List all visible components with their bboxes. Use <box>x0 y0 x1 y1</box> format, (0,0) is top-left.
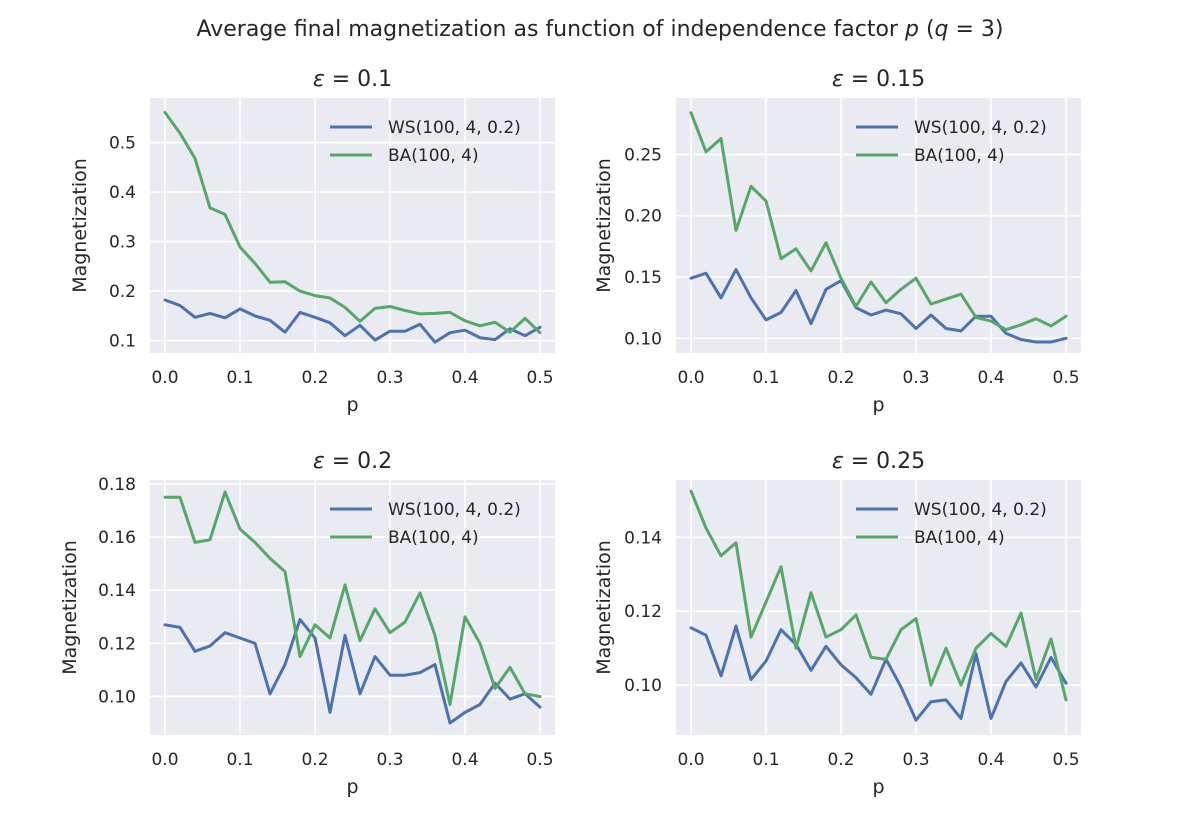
x-tick-label: 0.1 <box>226 368 253 388</box>
legend: WS(100, 4, 0.2) BA(100, 4) <box>856 118 1047 166</box>
legend-label: WS(100, 4, 0.2) <box>914 500 1047 520</box>
x-tick-label: 0.5 <box>526 750 553 770</box>
x-tick-label: 0.1 <box>752 750 779 770</box>
x-tick-label: 0.0 <box>151 750 178 770</box>
legend-label: WS(100, 4, 0.2) <box>388 118 521 138</box>
y-tick-label: 0.25 <box>624 145 662 165</box>
x-axis-label: p <box>346 394 358 416</box>
x-tick-label: 0.3 <box>902 750 929 770</box>
x-tick-label: 0.3 <box>376 750 403 770</box>
y-tick-label: 0.15 <box>624 268 662 288</box>
x-tick-label: 0.2 <box>827 750 854 770</box>
x-tick-label: 0.1 <box>226 750 253 770</box>
x-tick-label: 0.4 <box>451 750 478 770</box>
subplot-title: ε = 0.1 <box>313 67 392 92</box>
y-tick-label: 0.1 <box>109 332 136 352</box>
x-tick-label: 0.5 <box>1052 750 1079 770</box>
y-tick-label: 0.10 <box>624 329 662 349</box>
x-tick-label: 0.3 <box>376 368 403 388</box>
x-tick-label: 0.0 <box>151 368 178 388</box>
y-tick-label: 0.20 <box>624 207 662 227</box>
x-tick-label: 0.3 <box>902 368 929 388</box>
y-tick-label: 0.2 <box>109 282 136 302</box>
series-line-ws <box>689 268 1068 344</box>
plot-area <box>150 98 555 353</box>
series-line-ba <box>689 111 1068 332</box>
x-axis-label: p <box>346 776 358 798</box>
subplot-4: 0.0 0.1 0.2 0.3 0.4 0.5 0.10 0.12 0.14 ε = 0.25 p M… <box>593 449 1081 798</box>
x-tick-label: 0.2 <box>301 368 328 388</box>
legend-label: BA(100, 4) <box>388 528 479 548</box>
series-line-ws <box>163 298 542 344</box>
x-tick-label: 0.4 <box>977 368 1004 388</box>
subplot-title: ε = 0.25 <box>832 449 925 474</box>
y-tick-label: 0.5 <box>109 134 136 154</box>
y-tick-label: 0.4 <box>109 183 136 203</box>
plot-area <box>676 480 1081 735</box>
y-axis-label: Magnetization <box>593 540 615 675</box>
legend: WS(100, 4, 0.2) BA(100, 4) <box>856 500 1047 548</box>
series-line-ba <box>163 490 542 706</box>
x-tick-label: 0.0 <box>677 368 704 388</box>
x-axis-label: p <box>872 394 884 416</box>
legend-label: WS(100, 4, 0.2) <box>914 118 1047 138</box>
series-line-ws <box>163 618 542 725</box>
subplot-1: 0.0 0.1 0.2 0.3 0.4 0.5 0.1 0.2 0.3 0.4 0.5 ε = 0.1… <box>69 67 555 416</box>
x-tick-label: 0.1 <box>752 368 779 388</box>
x-tick-label: 0.0 <box>677 750 704 770</box>
legend-label: BA(100, 4) <box>388 146 479 166</box>
x-axis-label: p <box>872 776 884 798</box>
plot-area <box>676 98 1081 353</box>
series-line-ba <box>689 489 1068 702</box>
y-axis-label: Magnetization <box>69 158 91 293</box>
series-line-ws <box>689 624 1068 722</box>
legend-label: WS(100, 4, 0.2) <box>388 500 521 520</box>
subplot-title: ε = 0.2 <box>313 449 392 474</box>
legend-label: BA(100, 4) <box>914 146 1005 166</box>
y-tick-label: 0.10 <box>624 676 662 696</box>
y-tick-label: 0.12 <box>624 602 662 622</box>
subplot-2: 0.0 0.1 0.2 0.3 0.4 0.5 0.10 0.15 0.20 0.25 ε = 0.… <box>593 67 1081 416</box>
x-tick-label: 0.2 <box>301 750 328 770</box>
y-tick-label: 0.14 <box>98 581 136 601</box>
figure-title: Average final magnetization as function … <box>196 17 1003 42</box>
subplot-3: 0.0 0.1 0.2 0.3 0.4 0.5 0.10 0.12 0.14 0.16 0.18 ε … <box>59 449 555 798</box>
x-tick-label: 0.4 <box>977 750 1004 770</box>
x-tick-label: 0.2 <box>827 368 854 388</box>
legend: WS(100, 4, 0.2) BA(100, 4) <box>330 118 521 166</box>
y-tick-label: 0.3 <box>109 233 136 253</box>
y-tick-label: 0.16 <box>98 528 136 548</box>
x-tick-label: 0.5 <box>526 368 553 388</box>
x-tick-label: 0.4 <box>451 368 478 388</box>
y-tick-label: 0.14 <box>624 528 662 548</box>
y-tick-label: 0.18 <box>98 475 136 495</box>
legend: WS(100, 4, 0.2) BA(100, 4) <box>330 500 521 548</box>
y-axis-label: Magnetization <box>593 158 615 293</box>
y-tick-label: 0.12 <box>98 634 136 654</box>
y-axis-label: Magnetization <box>59 540 81 675</box>
series-line-ba <box>163 110 542 335</box>
x-tick-label: 0.5 <box>1052 368 1079 388</box>
y-tick-label: 0.10 <box>98 687 136 707</box>
subplot-title: ε = 0.15 <box>832 67 925 92</box>
legend-label: BA(100, 4) <box>914 528 1005 548</box>
